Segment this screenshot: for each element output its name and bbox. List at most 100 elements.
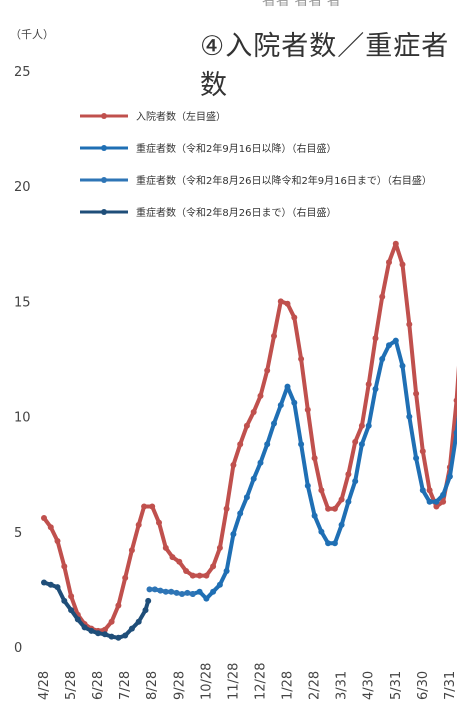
data-point [189,572,196,579]
data-point [264,367,271,374]
data-point [250,475,257,482]
data-point [156,519,162,526]
data-point [291,399,298,406]
data-point [41,579,47,586]
data-point [135,521,142,528]
data-point [257,459,264,466]
x-tick-label: 7/28 [118,671,133,700]
data-point [325,540,332,547]
data-point [128,547,135,554]
data-point [345,498,352,505]
data-point [271,333,277,339]
x-tick-label: 12/28 [253,663,268,700]
data-point [433,498,440,505]
data-point [81,624,88,631]
data-point [298,441,305,448]
data-point [149,503,156,510]
data-point [108,618,115,625]
data-point [365,422,372,429]
data-point [74,616,81,623]
legend-label: 重症者数（令和2年8月26日以降令和2年9月16日まで）（右目盛） [136,174,432,187]
data-point [145,597,152,604]
x-tick-label: 9/28 [172,671,187,700]
x-tick-label: 6/28 [91,671,106,700]
data-point [426,498,433,505]
data-point [264,441,271,448]
data-point [61,563,68,570]
data-point [122,574,129,581]
data-point [352,478,359,485]
x-tick-label: 3/31 [335,671,350,700]
data-point [440,498,447,505]
data-point [237,441,244,448]
data-point [184,589,191,596]
data-point [406,321,413,328]
data-point [210,563,217,570]
data-point [176,558,183,565]
data-point [399,362,406,369]
data-point [146,586,153,593]
data-point [157,587,164,594]
x-tick-label: 6/30 [416,671,431,700]
x-tick-label: 2/28 [308,671,323,700]
data-point [68,607,75,614]
x-tick-label: 5/28 [64,671,79,700]
data-point [135,618,142,625]
data-point [115,602,122,609]
data-point [277,402,284,409]
data-point [325,505,332,512]
clipped-header-text: 者者 者者 者 [262,0,341,9]
y-axis-unit-label: （千人） [10,28,54,41]
y-tick-label: 20 [14,180,31,195]
series-line [42,241,457,633]
data-point [216,544,223,551]
data-point [257,392,264,399]
data-point [446,473,453,480]
data-point [250,409,257,415]
data-point [162,588,169,595]
data-point [142,607,149,614]
y-tick-label: 5 [14,526,22,541]
data-point [372,386,379,392]
data-point [210,588,217,595]
data-point [230,531,237,538]
data-point [203,572,210,579]
data-point [237,510,244,517]
chart-title: ④入院者数／重症者数 [200,31,450,101]
x-tick-label: 4/28 [37,671,52,700]
data-point [413,390,420,397]
data-point [179,591,185,597]
data-point [406,413,413,420]
data-point [223,505,230,512]
data-point [338,521,345,528]
legend-label: 重症者数（令和2年9月16日以降）（右目盛） [136,142,336,155]
data-point [41,515,47,521]
legend-swatch-marker [101,145,107,151]
data-point [151,586,158,593]
data-point [95,630,102,637]
legend-swatch-marker [101,177,107,183]
data-point [173,589,180,596]
data-point [54,538,61,544]
data-point [304,406,311,413]
legend-swatch-marker [101,209,107,215]
data-point [298,356,305,362]
data-point [345,471,352,478]
data-point [372,335,379,342]
data-point [413,455,420,462]
x-tick-label: 8/28 [145,671,160,700]
data-point [115,634,122,641]
data-point [196,588,203,595]
data-point [352,438,359,445]
x-tick-label: 5/31 [389,671,404,700]
data-point [338,496,345,503]
data-point [386,342,392,349]
data-point [108,633,115,640]
x-tick-label: 1/28 [281,671,296,700]
data-point [183,568,190,574]
data-point [61,597,68,604]
data-point [379,293,386,300]
data-point [399,261,406,268]
data-point [318,487,325,494]
